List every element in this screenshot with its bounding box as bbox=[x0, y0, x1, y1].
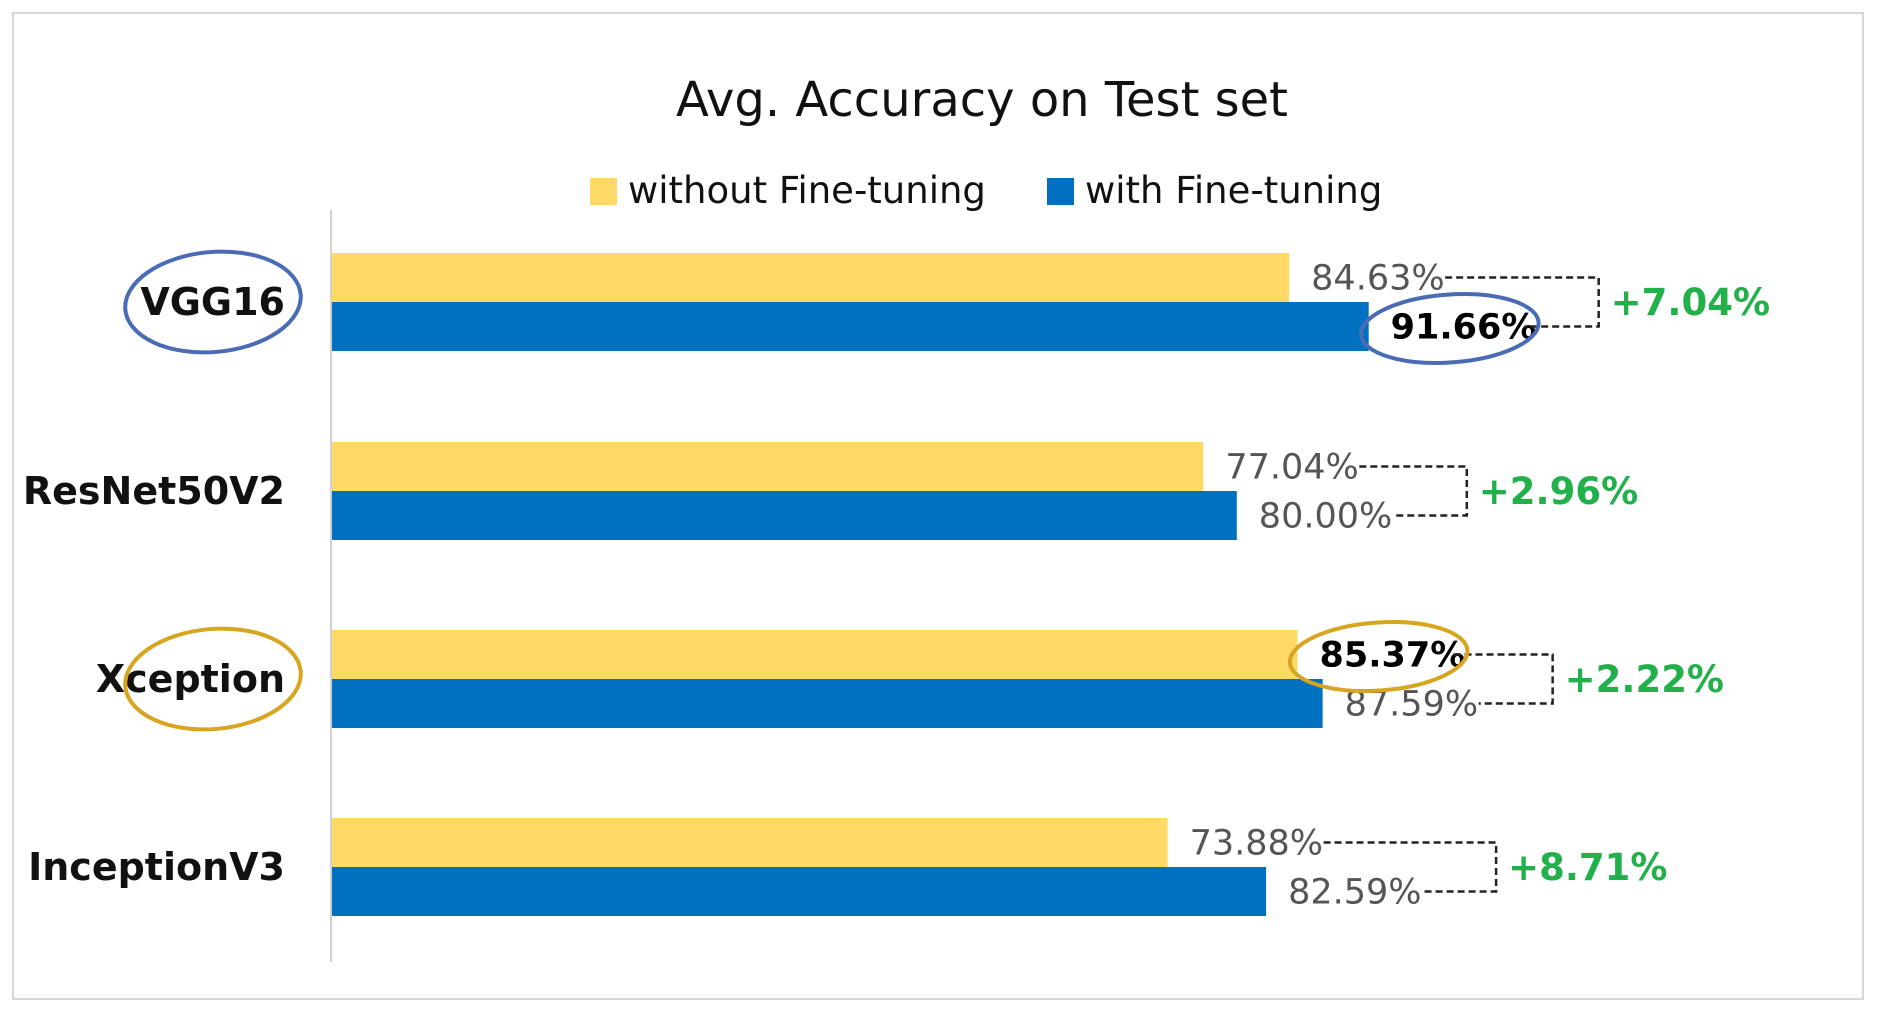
value-label-3-1: 82.59% bbox=[1288, 873, 1421, 913]
legend-swatch-1 bbox=[1047, 178, 1074, 205]
legend-label-0: without Fine-tuning bbox=[628, 169, 986, 212]
bar-2-1 bbox=[332, 679, 1323, 728]
legend: without Fine-tuning with Fine-tuning bbox=[590, 169, 1382, 212]
delta-bracket-2 bbox=[1453, 653, 1554, 705]
bar-3-0 bbox=[332, 818, 1168, 867]
value-highlight-ellipse-0 bbox=[1358, 292, 1541, 365]
bar-3-1 bbox=[332, 867, 1267, 916]
category-label-1: ResNet50V2 bbox=[23, 469, 285, 513]
value-label-0-0: 84.63% bbox=[1311, 259, 1444, 299]
legend-label-1: with Fine-tuning bbox=[1085, 169, 1382, 212]
value-highlight-ellipse-2 bbox=[1287, 620, 1470, 693]
bars-group: VGG16 84.63% 91.66% +7.04% ResNet50V2 77.04% 8… bbox=[23, 249, 1770, 916]
chart-title: Avg. Accuracy on Test set bbox=[676, 72, 1288, 128]
bar-2-0 bbox=[332, 630, 1298, 679]
bar-0-1 bbox=[332, 302, 1369, 351]
value-label-0-1: 91.66% bbox=[1391, 308, 1537, 348]
category-highlight-ellipse-2 bbox=[123, 626, 303, 732]
delta-label-1: +2.96% bbox=[1479, 470, 1638, 513]
delta-bracket-0 bbox=[1445, 276, 1600, 328]
value-label-1-0: 77.04% bbox=[1225, 448, 1358, 488]
legend-swatch-0 bbox=[590, 178, 617, 205]
bar-0-0 bbox=[332, 253, 1290, 302]
category-highlight-ellipse-0 bbox=[123, 249, 303, 355]
delta-label-0: +7.04% bbox=[1611, 281, 1770, 324]
bar-1-0 bbox=[332, 442, 1204, 491]
value-label-1-1: 80.00% bbox=[1259, 497, 1392, 537]
value-label-3-0: 73.88% bbox=[1190, 824, 1323, 864]
delta-bracket-3 bbox=[1323, 841, 1498, 893]
category-label-3: InceptionV3 bbox=[28, 845, 285, 889]
bar-1-1 bbox=[332, 491, 1237, 540]
value-label-2-0: 85.37% bbox=[1320, 636, 1466, 676]
delta-label-3: +8.71% bbox=[1508, 846, 1667, 889]
delta-label-2: +2.22% bbox=[1565, 658, 1724, 701]
delta-bracket-1 bbox=[1359, 465, 1469, 517]
category-label-0: VGG16 bbox=[140, 280, 285, 324]
